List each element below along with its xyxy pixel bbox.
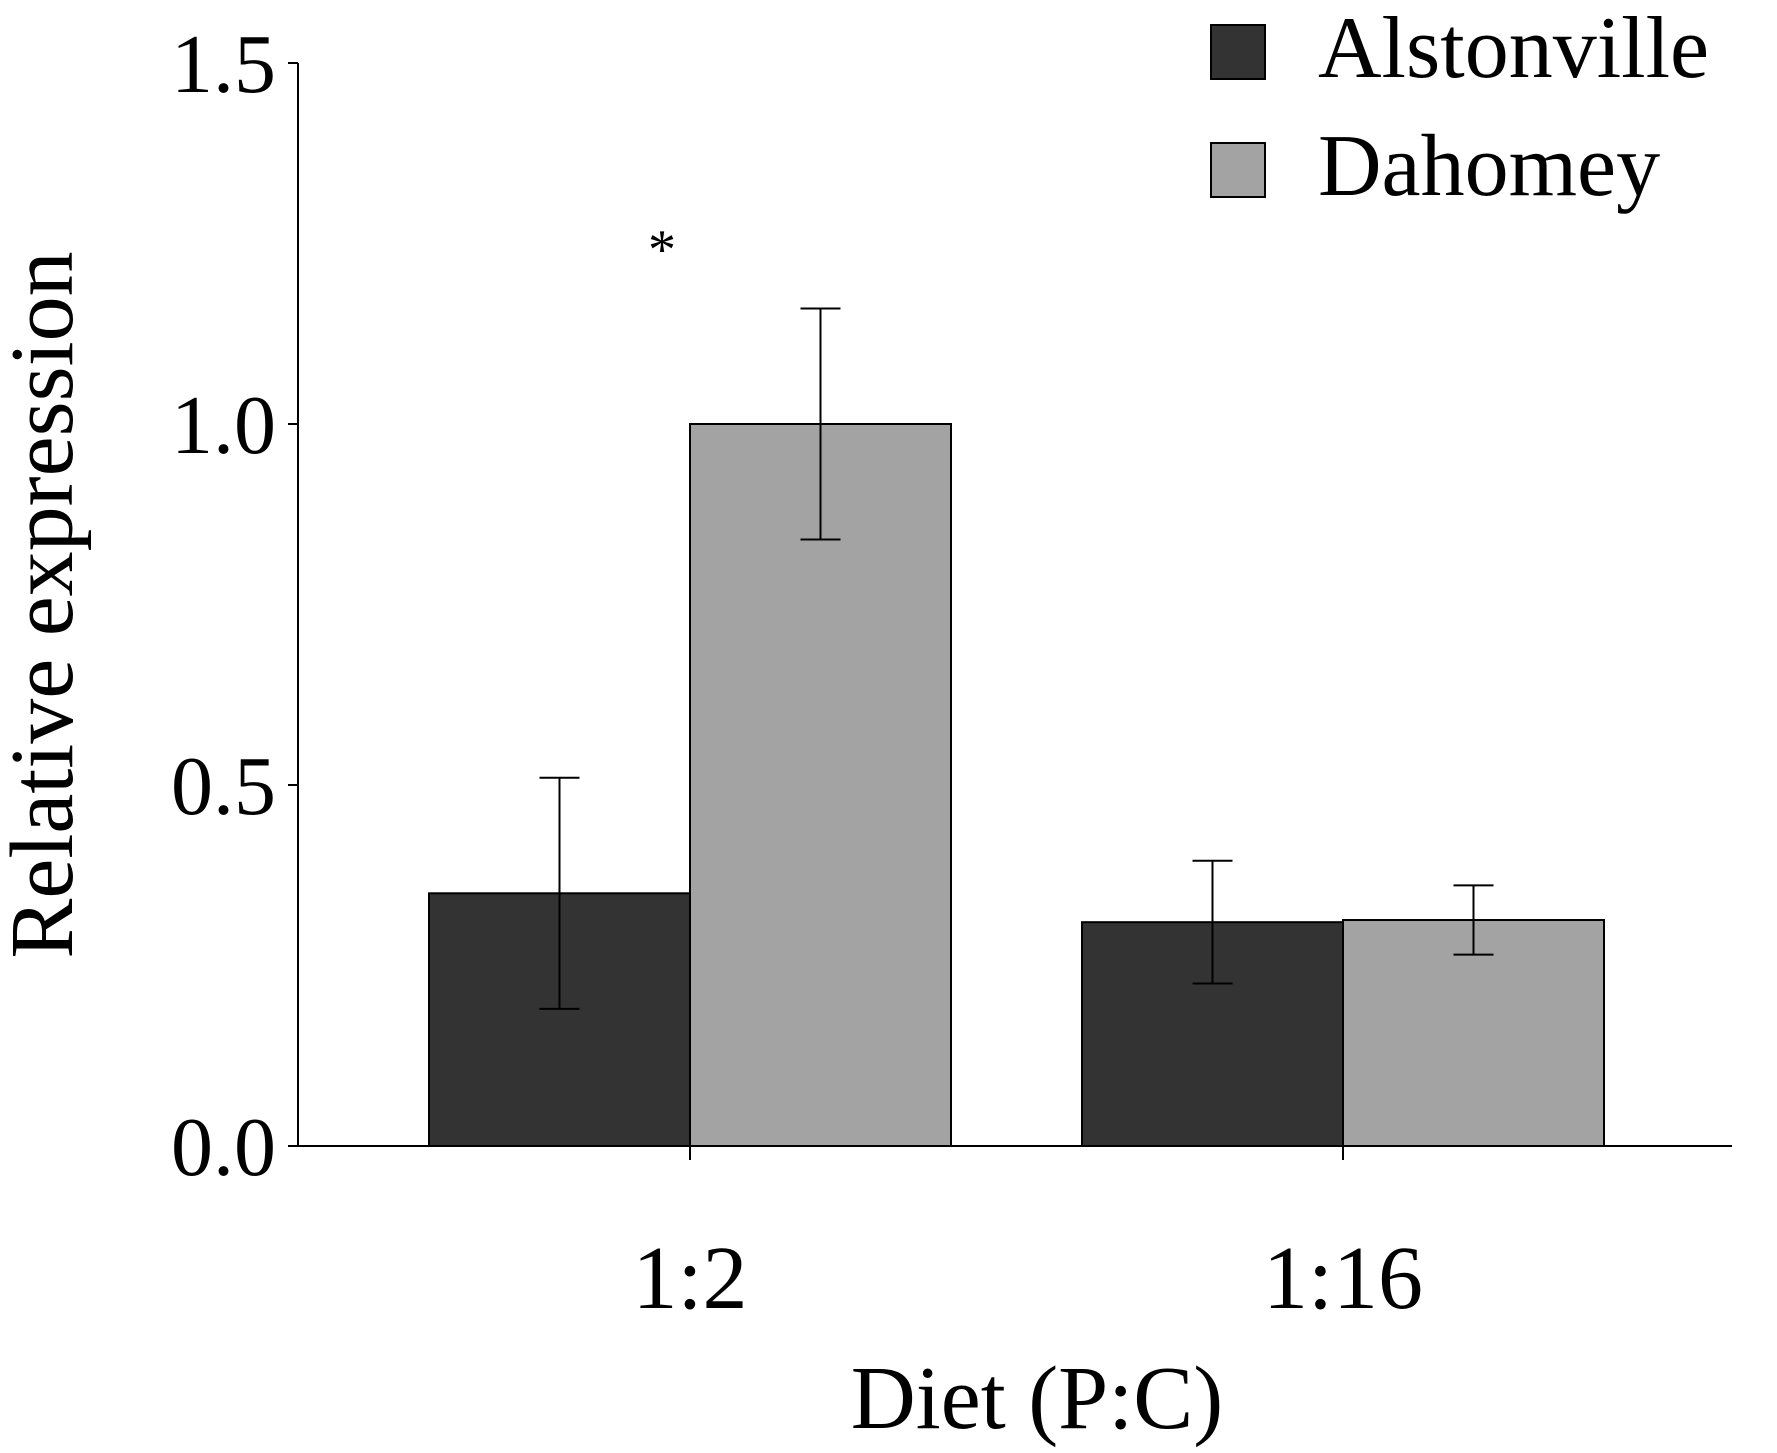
legend: Alstonville Dahomey bbox=[1210, 0, 1709, 215]
y-ticks-group: 0.0 0.5 1.0 1.5 bbox=[171, 18, 298, 1194]
annotations-group: * bbox=[648, 219, 676, 281]
bar-dahomey-2 bbox=[1342, 919, 1605, 1147]
legend-label-alstonville: Alstonville bbox=[1318, 0, 1709, 97]
x-tick-label: 1:16 bbox=[1263, 1229, 1423, 1328]
y-tick-label: 0.0 bbox=[171, 1101, 276, 1194]
x-axis-title: Diet (P:C) bbox=[851, 1349, 1223, 1448]
legend-label-dahomey: Dahomey bbox=[1318, 118, 1660, 215]
y-axis-title: Relative expression bbox=[0, 251, 92, 958]
error-bars-group bbox=[539, 307, 1494, 1010]
bar-dahomey-1 bbox=[689, 423, 952, 1147]
legend-swatch-dahomey bbox=[1210, 142, 1266, 198]
y-tick-label: 1.0 bbox=[171, 379, 276, 472]
bars-group bbox=[428, 423, 1605, 1147]
legend-swatch-alstonville bbox=[1210, 24, 1266, 80]
significance-asterisk: * bbox=[648, 219, 676, 281]
x-ticks-group: 1:2 1:16 bbox=[632, 1146, 1423, 1328]
y-tick-label: 0.5 bbox=[171, 740, 276, 833]
x-tick-label: 1:2 bbox=[632, 1229, 747, 1328]
y-tick-label: 1.5 bbox=[171, 18, 276, 111]
